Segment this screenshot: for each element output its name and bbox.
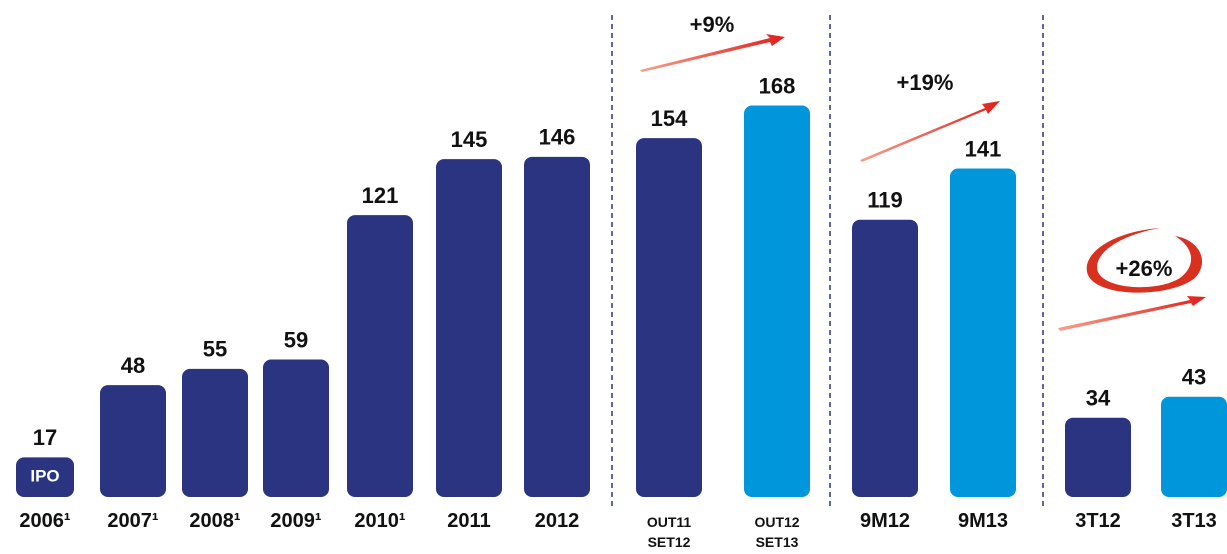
value-label: 17 bbox=[33, 425, 57, 450]
annotation: +9% bbox=[690, 12, 735, 37]
x-tick-label: 9M12 bbox=[859, 510, 911, 532]
x-tick-label: 3T13 bbox=[1171, 510, 1217, 532]
bar bbox=[1161, 396, 1227, 497]
bar bbox=[263, 359, 329, 497]
x-tick-label: OUT11 SET12 bbox=[646, 514, 692, 550]
value-label: 119 bbox=[867, 188, 903, 213]
bar bbox=[524, 156, 590, 497]
bar bbox=[182, 368, 248, 497]
bar bbox=[744, 105, 810, 497]
value-label: 154 bbox=[651, 106, 688, 131]
growth-arrow bbox=[640, 34, 785, 72]
x-tick-label: 3T12 bbox=[1075, 510, 1121, 532]
annotation: +26% bbox=[1116, 256, 1173, 281]
value-label: 145 bbox=[451, 127, 488, 152]
value-label: 59 bbox=[284, 327, 308, 352]
bar bbox=[436, 159, 502, 497]
value-label: 55 bbox=[203, 337, 227, 362]
x-tick-label: 2011 bbox=[447, 510, 491, 532]
value-label: 34 bbox=[1086, 386, 1111, 411]
separators bbox=[611, 15, 1044, 510]
annotation: +19% bbox=[897, 70, 954, 95]
bar bbox=[950, 168, 1016, 497]
bar bbox=[347, 215, 413, 497]
bar bbox=[852, 219, 918, 498]
bar bbox=[636, 138, 702, 497]
x-tick-label: 9M13 bbox=[957, 510, 1009, 532]
x-tick-label: 2012 bbox=[534, 510, 580, 532]
value-label: 48 bbox=[121, 353, 145, 378]
x-tick-label: 2008¹ bbox=[189, 510, 241, 532]
value-label: 146 bbox=[539, 125, 576, 150]
x-tick-label: 2009¹ bbox=[270, 510, 322, 532]
value-label: 121 bbox=[362, 183, 399, 208]
bar-annotation: IPO bbox=[30, 467, 59, 486]
x-tick-label: OUT12 SET13 bbox=[754, 514, 800, 550]
x-tick-label: 2007¹ bbox=[107, 510, 159, 532]
bar bbox=[100, 385, 166, 497]
value-label: 43 bbox=[1182, 365, 1206, 390]
bar bbox=[16, 457, 74, 497]
value-label: 141 bbox=[965, 136, 1002, 161]
growth-arrow bbox=[860, 101, 1000, 162]
growth-arrow bbox=[1058, 296, 1206, 331]
value-label: 168 bbox=[759, 73, 796, 98]
x-tick-label: 2010¹ bbox=[354, 510, 406, 532]
bar bbox=[1065, 417, 1131, 497]
x-tick-label: 2006¹ bbox=[19, 510, 71, 532]
